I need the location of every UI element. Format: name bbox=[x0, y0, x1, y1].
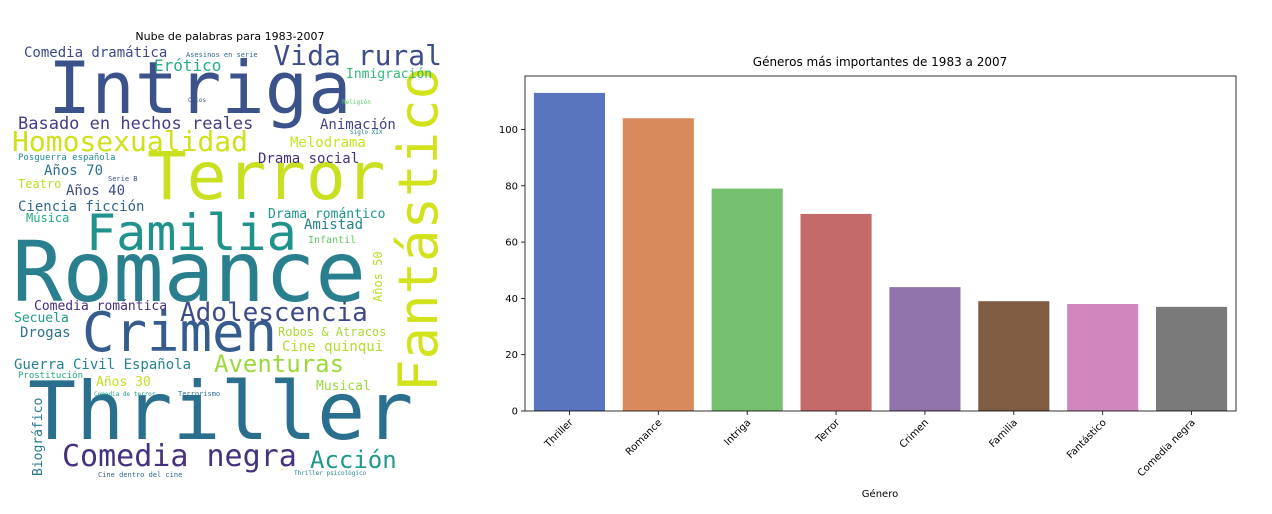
x-axis-label: Género bbox=[862, 488, 898, 500]
bar-thriller bbox=[533, 92, 605, 412]
bar-fantástico bbox=[1067, 304, 1139, 411]
wordcloud-word: Drama social bbox=[258, 151, 360, 167]
wordcloud: Thriller Romance Intriga Terror Familia Fantá… bbox=[12, 39, 450, 485]
wordcloud-word: Inmigración bbox=[346, 67, 433, 82]
wordcloud-word: Cine quinqui bbox=[282, 339, 384, 355]
wordcloud-word: Cine dentro del cine bbox=[98, 471, 183, 479]
wordcloud-word: Erótico bbox=[154, 56, 222, 75]
wordcloud-word: Fantástico bbox=[387, 66, 450, 392]
wordcloud-word: • bbox=[280, 467, 284, 474]
y-tick-label: 40 bbox=[505, 294, 518, 305]
bar-romance bbox=[622, 118, 694, 411]
wordcloud-word: Homosexualidad bbox=[12, 125, 249, 158]
y-tick-label: 60 bbox=[505, 238, 518, 249]
wordcloud-word: Años 70 bbox=[44, 163, 104, 179]
bar-chart: Géneros más importantes de 1983 a 2007 0… bbox=[499, 55, 1237, 500]
wordcloud-word: Años 30 bbox=[96, 375, 151, 390]
bar-crimen bbox=[889, 287, 961, 411]
wordcloud-word: Intriga bbox=[48, 46, 352, 130]
plot-frame bbox=[524, 75, 1237, 412]
wordcloud-panel: Nube de palabras para 1983-2007 Thriller… bbox=[0, 0, 460, 510]
x-tick-label: Terror bbox=[813, 417, 842, 446]
wordcloud-word: Basado en hechos reales bbox=[18, 114, 254, 134]
x-tick-label: Fantástico bbox=[1064, 417, 1108, 461]
wordcloud-word: Años 50 bbox=[371, 251, 385, 302]
wordcloud-word: Terror bbox=[147, 138, 386, 215]
wordcloud-word: Drama romántico bbox=[268, 207, 386, 222]
wordcloud-word: Acción bbox=[310, 446, 397, 474]
wordcloud-word: Familia bbox=[86, 204, 297, 262]
wordcloud-word: Comedia romántica bbox=[34, 299, 168, 314]
bar-chart-panel: Géneros más importantes de 1983 a 2007 0… bbox=[460, 0, 1272, 510]
wordcloud-word: Comedia negra bbox=[62, 439, 297, 474]
wordcloud-word: Biográfico bbox=[31, 397, 46, 476]
bar-intriga bbox=[711, 188, 783, 411]
wordcloud-word: Celos bbox=[188, 97, 207, 104]
wordcloud-word: Thriller bbox=[28, 365, 414, 458]
wordcloud-word: Animación bbox=[320, 117, 396, 133]
wordcloud-word: Aventuras bbox=[214, 350, 345, 378]
wordcloud-word: Prostitución bbox=[18, 371, 84, 381]
wordcloud-word: Religión bbox=[342, 99, 371, 106]
bar-familia bbox=[978, 301, 1050, 411]
wordcloud-word: Amistad bbox=[304, 217, 364, 233]
y-tick-label: 0 bbox=[512, 407, 518, 418]
x-tick-label: Romance bbox=[624, 417, 665, 458]
x-tick-label: Comedia negra bbox=[1136, 417, 1198, 479]
x-axis: Thriller Romance Intriga Terror Crimen Famili… bbox=[542, 411, 1198, 479]
x-tick-label: Thriller bbox=[542, 417, 576, 451]
bar-comedia-negra bbox=[1156, 306, 1228, 411]
wordcloud-word: Infantil bbox=[308, 235, 357, 246]
y-tick-label: 80 bbox=[505, 181, 518, 192]
wordcloud-word: Teatro bbox=[18, 177, 62, 191]
wordcloud-word: Drogas bbox=[20, 325, 71, 341]
x-tick-label: Intriga bbox=[722, 417, 753, 448]
wordcloud-word: Años 40 bbox=[66, 183, 126, 199]
y-axis: 0 20 40 60 80 100 bbox=[499, 125, 525, 418]
wordcloud-word: Posguerra española bbox=[18, 153, 116, 163]
wordcloud-title: Nube de palabras para 1983-2007 bbox=[135, 30, 325, 43]
wordcloud-word: Serie B bbox=[108, 175, 138, 183]
wordcloud-word: Asesinos en serie bbox=[186, 51, 258, 59]
wordcloud-word: Adolescencia bbox=[180, 298, 368, 328]
y-tick-label: 100 bbox=[499, 125, 518, 136]
wordcloud-word: Guerra Civil Española bbox=[14, 357, 192, 373]
wordcloud-word: Siglo XIX bbox=[350, 129, 383, 136]
wordcloud-word: Terrorismo bbox=[178, 390, 221, 398]
wordcloud-word: Crimen bbox=[82, 301, 278, 364]
wordcloud-word: Música bbox=[26, 211, 70, 225]
wordcloud-word: Ciencia ficción bbox=[18, 199, 145, 215]
x-tick-label: Familia bbox=[987, 417, 1020, 450]
wordcloud-word: Robos & Atracos bbox=[278, 325, 387, 339]
wordcloud-word: Thriller psicológico bbox=[294, 470, 367, 477]
wordcloud-word: Melodrama bbox=[290, 135, 366, 151]
wordcloud-word: Secuela bbox=[14, 311, 69, 326]
bars bbox=[533, 92, 1228, 412]
y-tick-label: 20 bbox=[505, 350, 518, 361]
bar-terror bbox=[800, 213, 872, 411]
wordcloud-word: Vida rural bbox=[273, 39, 442, 72]
wordcloud-word: Comedia dramática bbox=[24, 45, 168, 61]
wordcloud-word: Comedia de terror bbox=[94, 391, 156, 398]
chart-title: Géneros más importantes de 1983 a 2007 bbox=[753, 55, 1007, 69]
wordcloud-word: Romance bbox=[12, 223, 367, 321]
x-tick-label: Crimen bbox=[898, 417, 931, 450]
wordcloud-word: Musical bbox=[316, 379, 371, 394]
